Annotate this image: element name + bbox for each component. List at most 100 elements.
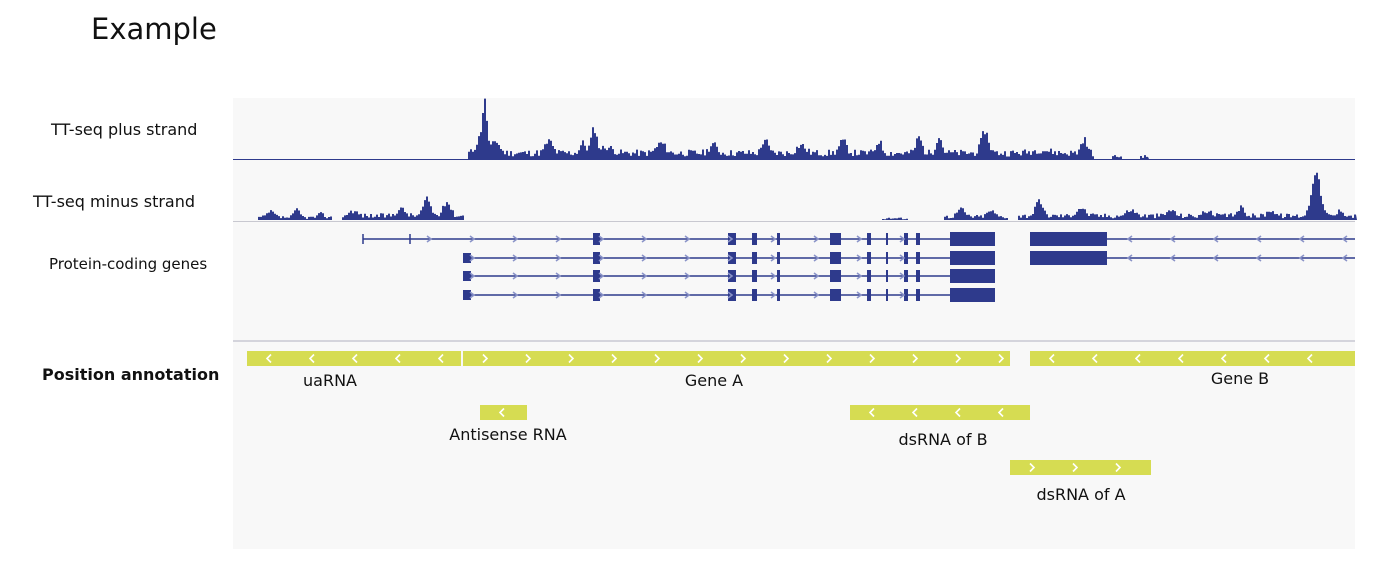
annotation-bar-antisense-rna <box>480 405 527 420</box>
annotation-chevron-icon <box>1134 353 1141 364</box>
annotation-chevron-icon <box>1177 353 1184 364</box>
gene-a-transcript-2-terminal-exon <box>950 251 995 265</box>
gene-a-transcript-2-exon <box>752 252 757 264</box>
feature-label-dsrna-of-b: dsRNA of B <box>898 430 988 449</box>
gene-a-transcript-2-exon <box>867 252 871 264</box>
gene-b-transcript-1-terminal-exon <box>1030 232 1107 246</box>
gene-a-transcript-4-exon <box>593 289 600 301</box>
gene-b-transcript-2-terminal-exon <box>1030 251 1107 265</box>
gene-a-transcript-3-exon <box>916 270 920 282</box>
annotation-chevron-icon <box>869 353 876 364</box>
gene-a-transcript-3-exon <box>830 270 841 282</box>
gene-a-transcript-1-exon <box>777 233 780 245</box>
plus-strand-chevron-icon <box>555 254 562 262</box>
annotation-chevron-icon <box>955 353 962 364</box>
annotation-bar-gene-b <box>1030 351 1355 366</box>
plus-strand-chevron-icon <box>770 254 777 262</box>
plus-strand-chevron-icon <box>727 272 734 280</box>
plus-strand-chevron-icon <box>598 291 605 299</box>
annotation-chevron-icon <box>740 353 747 364</box>
gene-a-transcript-1-terminal-exon <box>950 232 995 246</box>
plus-strand-chevron-icon <box>469 291 476 299</box>
genome-browser-panel <box>233 98 1355 549</box>
plus-strand-chevron-icon <box>555 291 562 299</box>
plus-strand-chevron-icon <box>899 272 906 280</box>
plus-strand-chevron-icon <box>856 291 863 299</box>
minus-strand-chevron-icon <box>1126 254 1133 262</box>
plus-strand-chevron-icon <box>684 272 691 280</box>
plus-strand-chevron-icon <box>899 291 906 299</box>
annotation-chevron-icon <box>868 407 875 418</box>
gene-a-transcript-4-exon <box>916 289 920 301</box>
gene-a-transcript-3-exon <box>904 270 908 282</box>
plus-strand-chevron-icon <box>899 235 906 243</box>
plus-strand-chevron-icon <box>899 254 906 262</box>
annotation-chevron-icon <box>1072 462 1079 473</box>
plus-strand-chevron-icon <box>727 254 734 262</box>
annotation-chevron-icon <box>525 353 532 364</box>
gene-a-transcript-3-exon <box>867 270 871 282</box>
page-title: Example <box>91 12 217 46</box>
feature-label-uarna: uaRNA <box>303 371 357 390</box>
annotation-chevron-icon <box>997 407 1004 418</box>
plus-strand-chevron-icon <box>555 272 562 280</box>
annotation-chevron-icon <box>1048 353 1055 364</box>
plus-strand-chevron-icon <box>856 235 863 243</box>
annotation-chevron-icon <box>351 353 358 364</box>
annotation-chevron-icon <box>954 407 961 418</box>
annotation-chevron-icon <box>1306 353 1313 364</box>
feature-label-gene-a: Gene A <box>684 371 744 390</box>
annotation-chevron-icon <box>308 353 315 364</box>
annotation-chevron-icon <box>437 353 444 364</box>
plus-strand-chevron-icon <box>813 235 820 243</box>
gene-a-transcript-3-exon <box>463 271 471 281</box>
gene-a-transcript-4-exon <box>752 289 757 301</box>
annotation-chevron-icon <box>998 353 1005 364</box>
minus-strand-chevron-icon <box>1298 235 1305 243</box>
annotation-bar-dsrna-of-a <box>1010 460 1151 475</box>
gene-a-transcript-1-exon <box>830 233 841 245</box>
annotation-chevron-icon <box>783 353 790 364</box>
plus-strand-chevron-icon <box>469 254 476 262</box>
plus-strand-chevron-icon <box>727 235 734 243</box>
plus-strand-chevron-icon <box>426 235 433 243</box>
annotation-chevron-icon <box>394 353 401 364</box>
track-label-plus-strand: TT-seq plus strand <box>51 120 198 139</box>
annotation-chevron-icon <box>611 353 618 364</box>
gene-a-transcript-4-exon <box>777 289 780 301</box>
plus-strand-chevron-icon <box>641 272 648 280</box>
annotation-chevron-icon <box>1091 353 1098 364</box>
feature-label-dsrna-of-a: dsRNA of A <box>1036 485 1126 504</box>
minus-strand-chevron-icon <box>1169 235 1176 243</box>
gene-a-transcript-2-exon <box>463 253 471 263</box>
annotation-chevron-icon <box>911 407 918 418</box>
gene-a-transcript-2-exon <box>886 252 888 264</box>
minus-strand-chevron-icon <box>1212 235 1219 243</box>
plus-strand-chevron-icon <box>641 291 648 299</box>
gene-a-transcript-2-exon <box>916 252 920 264</box>
minus-strand-chevron-icon <box>1255 235 1262 243</box>
plus-strand-chevron-icon <box>598 272 605 280</box>
annotation-chevron-icon <box>1029 462 1036 473</box>
minus-strand-chevron-icon <box>1126 235 1133 243</box>
gene-a-transcript-4-exon <box>463 290 471 300</box>
annotation-chevron-icon <box>498 407 505 418</box>
plus-strand-chevron-icon <box>512 254 519 262</box>
minus-strand-chevron-icon <box>1341 254 1348 262</box>
gene-a-transcript-2-exon <box>777 252 780 264</box>
plus-strand-chevron-icon <box>684 254 691 262</box>
minus-strand-chevron-icon <box>1169 254 1176 262</box>
gene-a-transcript-1-exon <box>916 233 920 245</box>
plus-strand-chevron-icon <box>856 272 863 280</box>
gene-a-transcript-1-exon <box>752 233 757 245</box>
position-annotation-label: Position annotation <box>42 365 220 384</box>
annotation-chevron-icon <box>654 353 661 364</box>
gene-a-transcript-1-exon <box>867 233 871 245</box>
feature-label-antisense-rna: Antisense RNA <box>449 425 567 444</box>
minus-strand-chevron-icon <box>1255 254 1262 262</box>
plus-strand-chevron-icon <box>684 291 691 299</box>
gene-a-transcript-3-exon <box>752 270 757 282</box>
minus-strand-chevron-icon <box>1212 254 1219 262</box>
plus-strand-chevron-icon <box>813 272 820 280</box>
gene-a-transcript-2-exon <box>830 252 841 264</box>
